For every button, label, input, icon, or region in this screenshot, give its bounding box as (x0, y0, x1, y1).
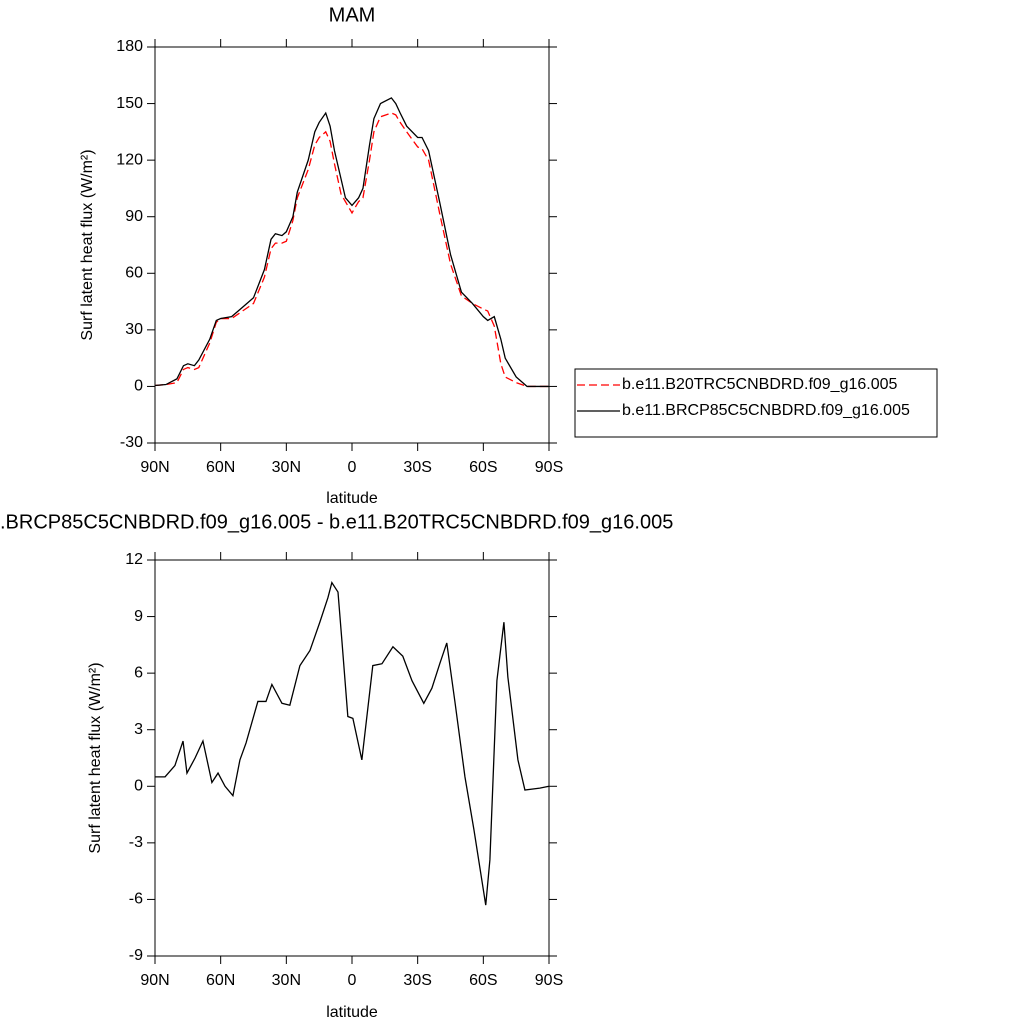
y-tick-label: -3 (129, 834, 143, 851)
plot-frame (154, 46, 550, 444)
x-tick-label: 30S (403, 459, 431, 476)
x-axis-label: latitude (326, 490, 378, 507)
y-axis-label: Surf latent heat flux (W/m²) (87, 662, 104, 853)
x-tick-label: 90S (535, 972, 563, 989)
y-tick-label: 6 (134, 664, 143, 681)
data-line (154, 112, 549, 388)
legend-label: b.e11.BRCP85C5CNBDRD.f09_g16.005 (622, 402, 910, 419)
y-tick-label: 180 (116, 38, 143, 55)
x-tick-label: 90S (535, 459, 563, 476)
y-axis-label: Surf latent heat flux (W/m²) (79, 149, 96, 340)
chart-title: .BRCP85C5CNBDRD.f09_g16.005 - b.e11.B20T… (0, 511, 673, 533)
x-tick-label: 30N (272, 459, 301, 476)
y-tick-label: -6 (129, 891, 143, 908)
chart-title: MAM (329, 4, 376, 26)
x-axis-label: latitude (326, 1004, 378, 1021)
x-tick-label: 60S (469, 459, 497, 476)
y-tick-label: -9 (129, 947, 143, 964)
x-tick-label: 30N (272, 972, 301, 989)
data-line (154, 97, 549, 388)
legend-label: b.e11.B20TRC5CNBDRD.f09_g16.005 (622, 376, 898, 393)
y-tick-label: 0 (134, 778, 143, 795)
x-tick-label: 30S (403, 972, 431, 989)
x-tick-label: 90N (140, 459, 169, 476)
y-tick-label: 9 (134, 608, 143, 625)
y-tick-label: 30 (125, 321, 143, 338)
y-tick-label: 150 (116, 95, 143, 112)
y-tick-label: 120 (116, 151, 143, 168)
x-tick-label: 90N (140, 972, 169, 989)
y-tick-label: 3 (134, 721, 143, 738)
data-line (155, 581, 550, 906)
x-tick-label: 0 (348, 459, 357, 476)
x-tick-label: 0 (348, 972, 357, 989)
y-tick-label: 60 (125, 265, 143, 282)
y-tick-label: 90 (125, 208, 143, 225)
x-tick-label: 60S (469, 972, 497, 989)
x-tick-label: 60N (206, 972, 235, 989)
y-tick-label: -30 (120, 434, 143, 451)
legend-box (574, 368, 938, 438)
plot-frame (154, 559, 550, 957)
y-tick-label: 0 (134, 378, 143, 395)
x-tick-label: 60N (206, 459, 235, 476)
y-tick-label: 12 (125, 551, 143, 568)
